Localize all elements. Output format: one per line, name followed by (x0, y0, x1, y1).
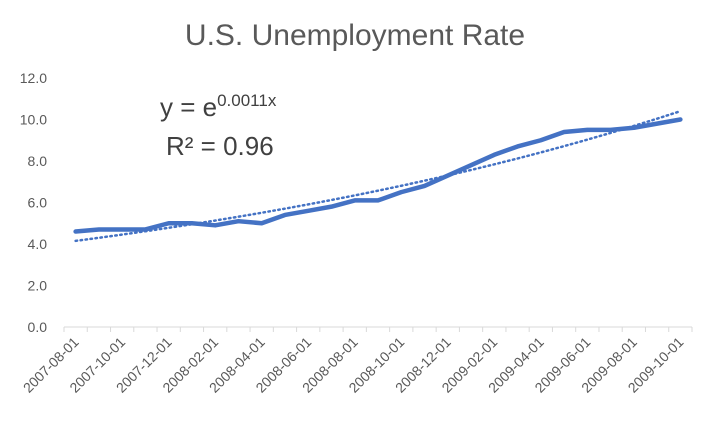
y-tick-label: 6.0 (28, 195, 48, 211)
y-tick-label: 2.0 (28, 278, 48, 294)
y-tick-label: 12.0 (20, 70, 47, 86)
y-tick-label: 10.0 (20, 112, 47, 128)
y-tick-label: 4.0 (28, 236, 48, 252)
trendline-equation: y = e0.0011x R² = 0.96 (160, 91, 277, 161)
equation-exponent: 0.0011x (217, 91, 277, 110)
x-axis-ticks: 2007-08-012007-10-012007-12-012008-02-01… (20, 327, 693, 396)
equation-base: y = e (160, 92, 217, 122)
r-squared-text: R² = 0.96 (166, 131, 274, 161)
y-tick-label: 0.0 (28, 319, 48, 335)
trendline (74, 109, 682, 243)
series-line (73, 117, 683, 234)
equation-text: y = e0.0011x (160, 91, 277, 122)
y-tick-label: 8.0 (28, 153, 48, 169)
series-lines (73, 117, 683, 234)
y-axis-ticks: 0.0 2.0 4.0 6.0 8.0 10.0 12.0 (20, 70, 47, 335)
trendline-path (74, 109, 682, 243)
chart-title: U.S. Unemployment Rate (185, 19, 525, 52)
